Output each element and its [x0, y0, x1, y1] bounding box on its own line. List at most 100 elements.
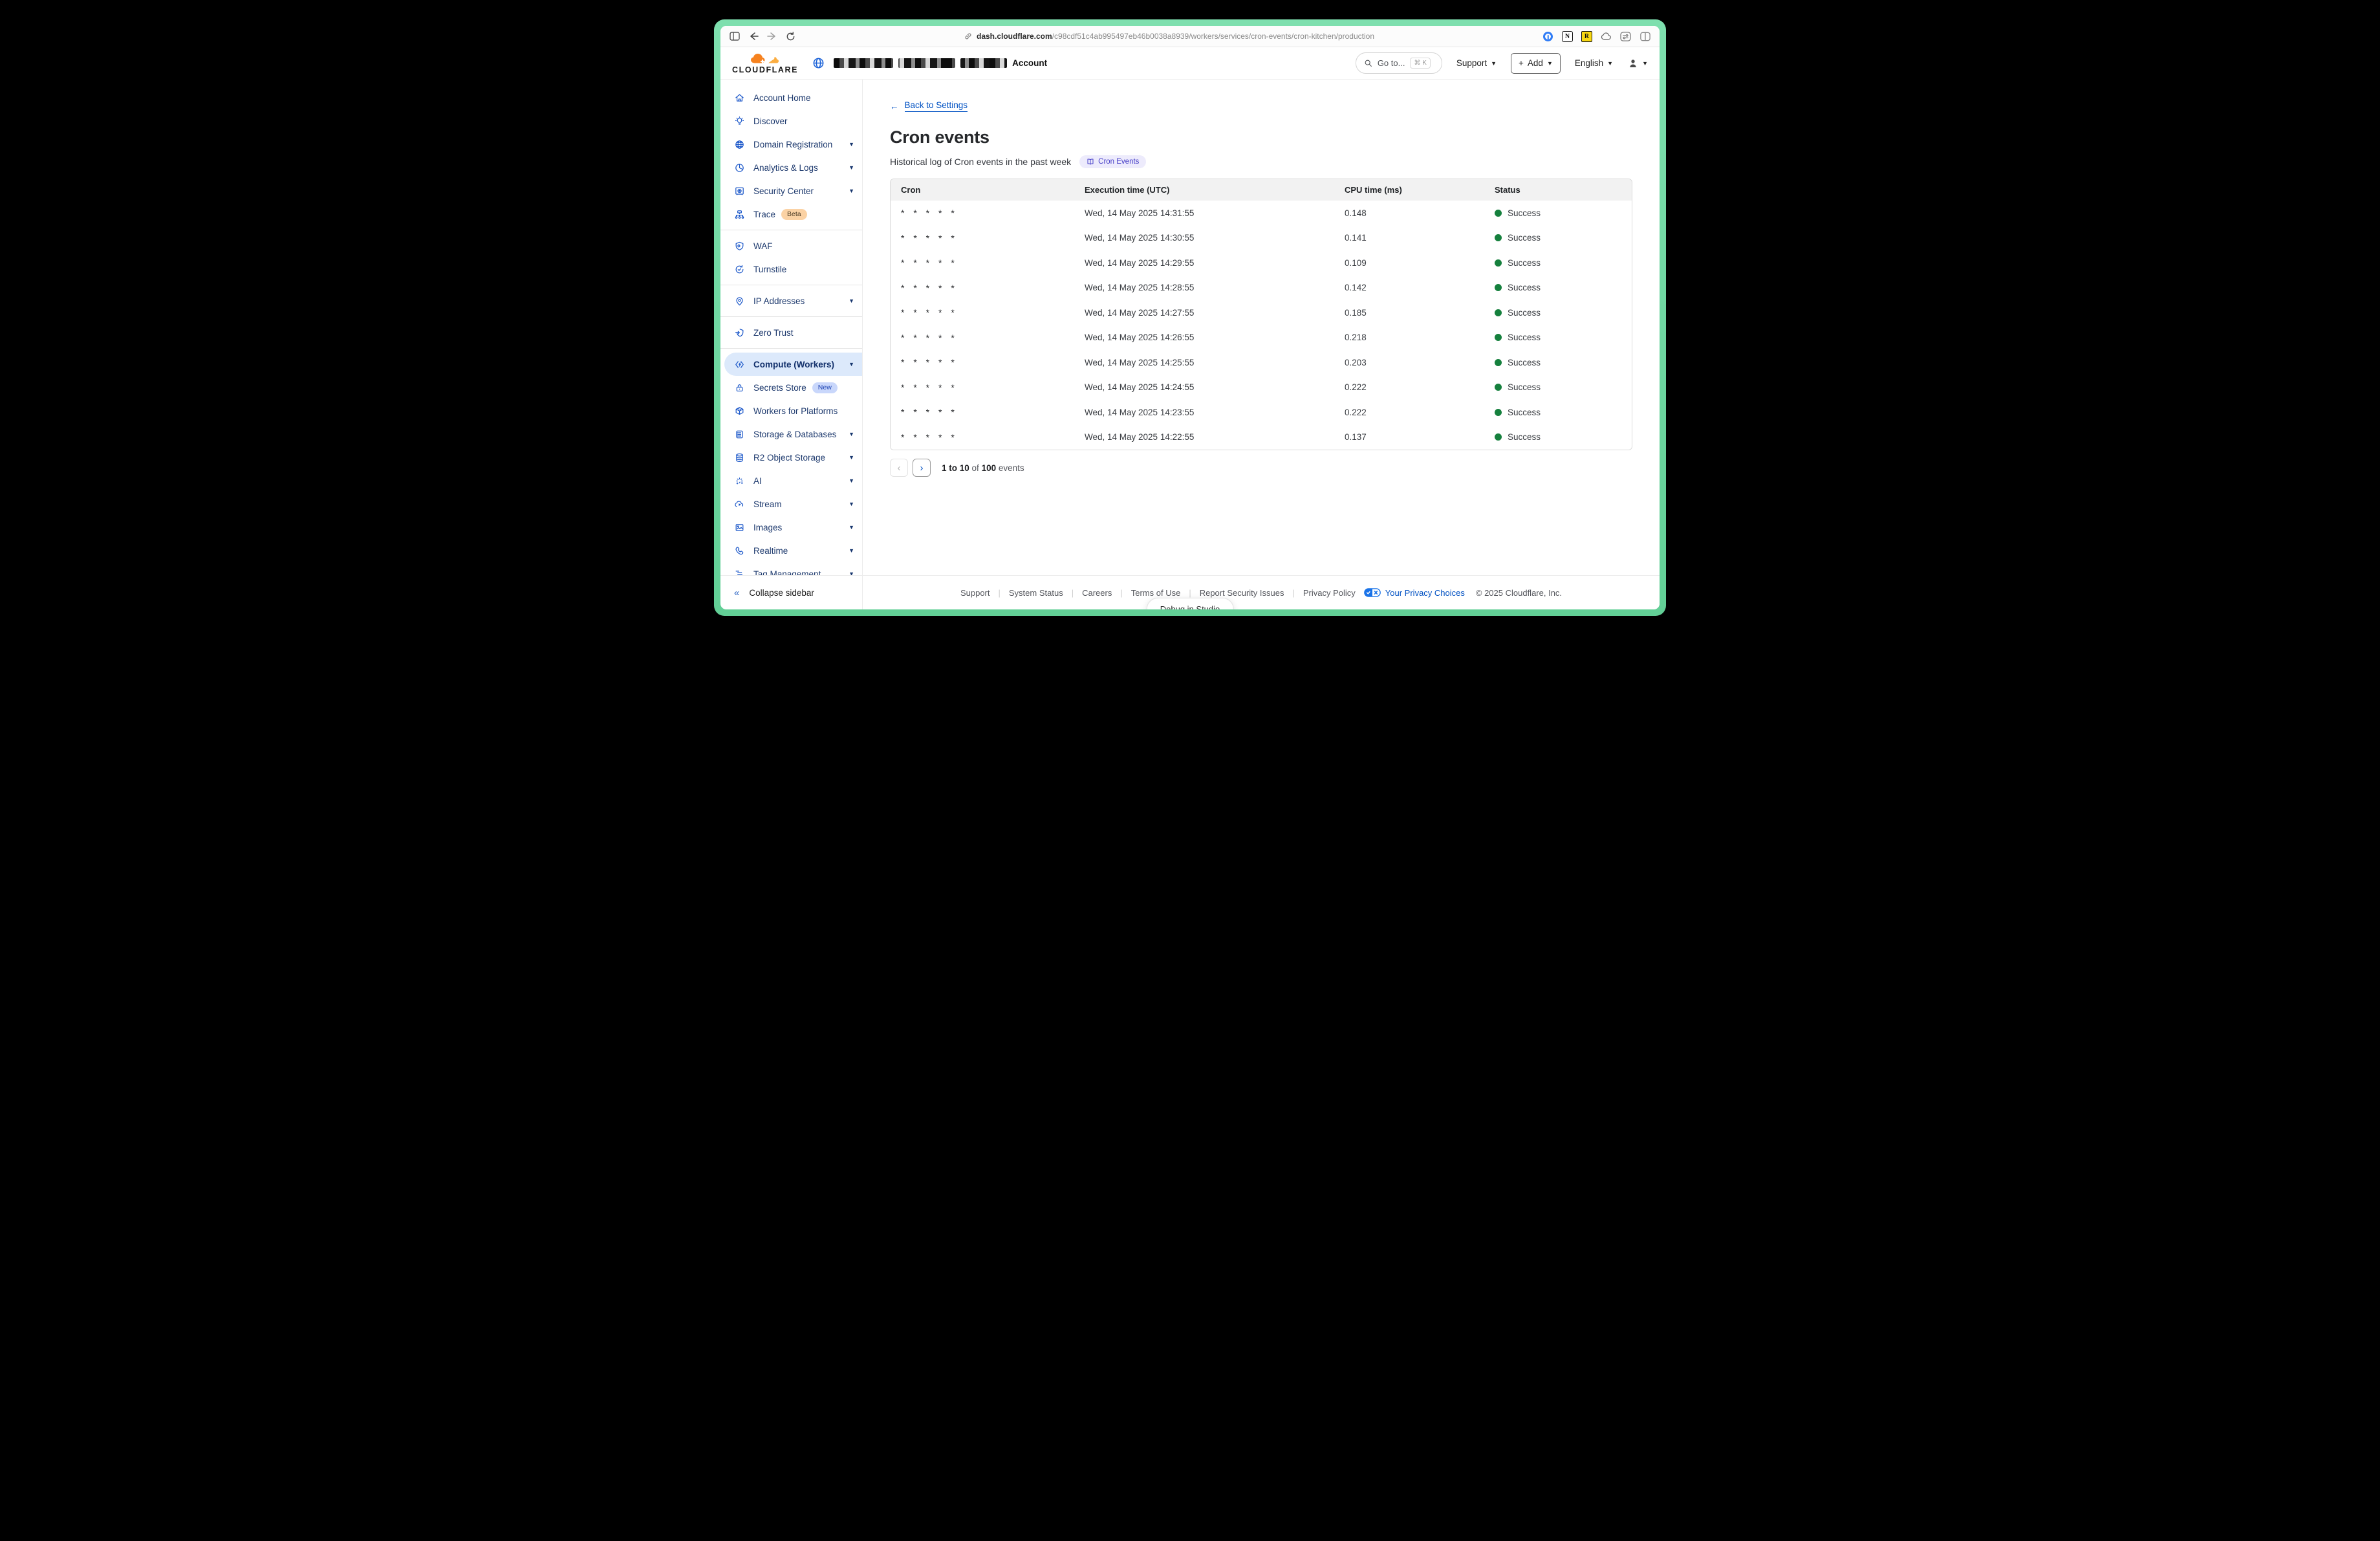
sidebar-item-tag-management[interactable]: Tag Management ▼ [720, 562, 862, 575]
chevron-down-icon: ▼ [849, 141, 854, 148]
chevron-down-icon: ▼ [849, 524, 854, 530]
app-header: CLOUDFLARE Account Go to... ⌘ K S [720, 47, 1660, 80]
status-cell: Success [1495, 333, 1632, 342]
goto-shortcut: ⌘ K [1410, 58, 1431, 69]
cloud-icon[interactable] [1601, 31, 1612, 42]
sidebar-item-images[interactable]: Images ▼ [720, 516, 862, 539]
cloudflare-logo[interactable]: CLOUDFLARE [732, 52, 798, 74]
screen-background: dash.cloudflare.com/c98cdf51c4ab995497eb… [683, 0, 1697, 657]
debug-in-studio-pill[interactable]: Debug in Studio [1146, 598, 1234, 609]
chevron-down-icon: ▼ [849, 501, 854, 507]
sidebar-item-storage-databases[interactable]: Storage & Databases ▼ [720, 422, 862, 446]
sidebar-item-account-home[interactable]: Account Home [720, 86, 862, 109]
back-to-settings-link[interactable]: Back to Settings [904, 100, 968, 112]
add-button[interactable]: + Add ▼ [1511, 52, 1561, 74]
cron-cell: * * * * * [901, 332, 958, 343]
r-extension-icon[interactable]: R [1581, 30, 1592, 42]
footer-link-system-status[interactable]: System Status [1008, 587, 1063, 598]
split-view-icon[interactable] [1639, 31, 1650, 42]
success-dot-icon [1495, 284, 1502, 292]
status-cell: Success [1495, 408, 1632, 417]
time-cell: Wed, 14 May 2025 14:27:55 [1085, 307, 1195, 318]
time-cell: Wed, 14 May 2025 14:23:55 [1085, 407, 1195, 417]
chevron-down-icon: ▼ [849, 454, 854, 461]
time-cell: Wed, 14 May 2025 14:22:55 [1085, 432, 1195, 443]
user-menu[interactable]: ▼ [1627, 58, 1648, 69]
notion-extension-icon[interactable]: N [1562, 30, 1573, 42]
cpu-cell: 0.148 [1345, 208, 1367, 218]
address-bar[interactable]: dash.cloudflare.com/c98cdf51c4ab995497eb… [795, 32, 1542, 41]
chevron-down-icon: ▼ [1491, 60, 1497, 67]
tag-lines-icon [733, 568, 745, 575]
table-header-row: Cron Execution time (UTC) CPU time (ms) … [891, 179, 1632, 201]
sidebar-item-analytics-logs[interactable]: Analytics & Logs ▼ [720, 156, 862, 179]
sidebar-item-turnstile[interactable]: Turnstile [720, 257, 862, 281]
sidebar-item-ai[interactable]: AI ▼ [720, 469, 862, 492]
map-pin-icon [733, 295, 745, 307]
url-domain: dash.cloudflare.com [976, 32, 1052, 41]
footer-link-terms[interactable]: Terms of Use [1130, 587, 1181, 598]
settings-sliders-icon[interactable] [1620, 31, 1631, 42]
success-dot-icon [1495, 259, 1502, 267]
collapse-sidebar[interactable]: « Collapse sidebar [720, 575, 862, 609]
success-dot-icon [1495, 384, 1502, 391]
sidebar-item-secrets-store[interactable]: Secrets Store New [720, 376, 862, 399]
main-content: ← Back to Settings Cron events Historica… [863, 80, 1660, 609]
sidebar-item-security-center[interactable]: Security Center ▼ [720, 179, 862, 202]
sidebar-item-waf[interactable]: WAF [720, 234, 862, 257]
time-cell: Wed, 14 May 2025 14:29:55 [1085, 257, 1195, 268]
cron-cell: * * * * * [901, 407, 958, 418]
reload-icon[interactable] [786, 31, 795, 41]
sidebar-item-domain-registration[interactable]: Domain Registration ▼ [720, 133, 862, 156]
ai-sparkle-icon [733, 475, 745, 486]
goto-search[interactable]: Go to... ⌘ K [1355, 52, 1442, 74]
language-menu[interactable]: English ▼ [1574, 58, 1614, 68]
chevron-down-icon: ▼ [849, 571, 854, 575]
cron-cell: * * * * * [901, 257, 958, 268]
footer-link-support[interactable]: Support [960, 587, 990, 598]
table-row: * * * * * Wed, 14 May 2025 14:27:55 0.18… [891, 300, 1632, 325]
support-menu[interactable]: Support ▼ [1456, 58, 1497, 68]
database-stack-icon [733, 452, 745, 463]
cron-events-doc-badge[interactable]: Cron Events [1079, 155, 1147, 168]
column-header-status: Status [1495, 185, 1520, 195]
sidebar-item-compute-workers[interactable]: Compute (Workers) ▼ [724, 353, 862, 376]
previous-page-button[interactable]: ‹ [890, 459, 908, 477]
sidebar-item-realtime[interactable]: Realtime ▼ [720, 539, 862, 562]
next-page-button[interactable]: › [913, 459, 931, 477]
lightbulb-icon [733, 115, 745, 127]
footer-link-privacy-policy[interactable]: Privacy Policy [1303, 587, 1356, 598]
column-header-cpu-time: CPU time (ms) [1345, 185, 1402, 195]
your-privacy-choices-link[interactable]: Your Privacy Choices [1363, 588, 1465, 598]
shield-gear-icon [733, 240, 745, 252]
pagination-summary: 1 to 10 of 100 events [942, 463, 1024, 473]
trace-network-icon [733, 208, 745, 220]
privacy-choices-icon [1363, 588, 1381, 597]
sidebar-item-zero-trust[interactable]: Zero Trust [720, 321, 862, 344]
time-cell: Wed, 14 May 2025 14:25:55 [1085, 357, 1195, 367]
sidebar-divider [720, 316, 862, 317]
sidebar-toggle-icon[interactable] [730, 32, 740, 41]
table-row: * * * * * Wed, 14 May 2025 14:23:55 0.22… [891, 400, 1632, 425]
footer-link-report-security[interactable]: Report Security Issues [1199, 587, 1284, 598]
page-subtitle: Historical log of Cron events in the pas… [890, 157, 1072, 167]
browser-chrome: dash.cloudflare.com/c98cdf51c4ab995497eb… [720, 26, 1660, 47]
back-icon[interactable] [748, 32, 759, 41]
sidebar-item-workers-for-platforms[interactable]: Workers for Platforms [720, 399, 862, 422]
forward-icon[interactable] [767, 32, 777, 41]
footer-link-careers[interactable]: Careers [1082, 587, 1112, 598]
sidebar-item-stream[interactable]: Stream ▼ [720, 492, 862, 516]
status-cell: Success [1495, 283, 1632, 292]
sidebar-item-ip-addresses[interactable]: IP Addresses ▼ [720, 289, 862, 312]
status-cell: Success [1495, 358, 1632, 367]
sidebar-item-discover[interactable]: Discover [720, 109, 862, 133]
sidebar-item-trace[interactable]: Trace Beta [720, 202, 862, 226]
success-dot-icon [1495, 358, 1502, 366]
table-row: * * * * * Wed, 14 May 2025 14:28:55 0.14… [891, 275, 1632, 300]
sidebar-item-r2-object-storage[interactable]: R2 Object Storage ▼ [720, 446, 862, 469]
cloudflare-wordmark: CLOUDFLARE [732, 65, 799, 74]
chevron-down-icon: ▼ [849, 477, 854, 484]
onepassword-extension-icon[interactable] [1542, 31, 1553, 42]
cpu-cell: 0.218 [1345, 333, 1367, 343]
lock-icon [733, 382, 745, 393]
